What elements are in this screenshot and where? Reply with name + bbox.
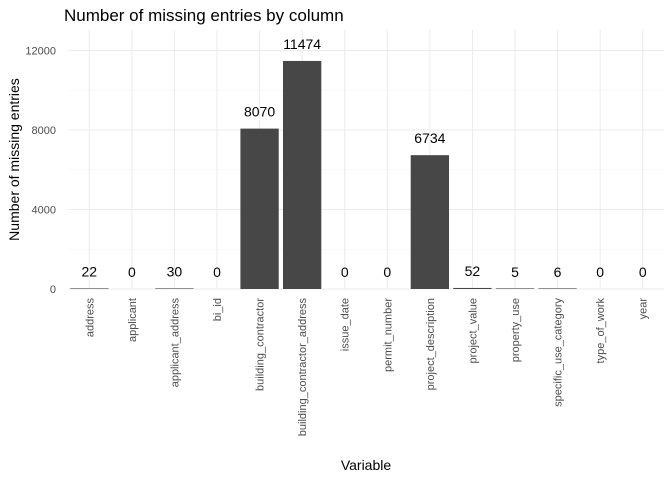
bar-project-value [453,287,492,289]
data-label: 8070 [244,104,275,120]
data-label: 5 [511,264,519,280]
data-label: 6734 [414,130,445,146]
data-label: 0 [128,264,136,280]
bar-labels: 22 0 30 0 8070 11474 0 0 6734 52 5 6 0 0 [81,36,646,280]
data-label: 52 [465,263,481,279]
bar-building-contractor [240,128,279,289]
bar-specific-use-category [538,288,577,289]
y-axis-title: Number of missing entries [6,78,22,241]
x-tick-label: applicant [127,298,139,342]
data-label: 30 [167,263,183,279]
x-tick-label: project_description [425,298,437,390]
y-tick-label: 0 [50,284,56,296]
x-tick-label: type_of_work [595,298,607,364]
data-label: 0 [383,264,391,280]
data-label: 0 [596,264,604,280]
x-tick-label: building_contractor [255,298,267,391]
grid-lines [68,30,664,290]
x-tick-label: address [84,298,96,338]
y-tick-label: 8000 [32,125,56,137]
x-tick-label: specific_use_category [553,298,565,407]
bar-building-contractor-address [282,60,322,289]
data-label: 0 [213,264,221,280]
bars [70,60,577,289]
data-label: 0 [639,264,647,280]
data-label: 22 [81,264,97,280]
x-tick-label: permit_number [382,298,394,372]
x-tick-label: building_contractor_address [297,298,309,437]
data-label: 11474 [283,36,321,52]
data-label: 0 [341,264,349,280]
x-tick-label: applicant_address [169,298,181,388]
x-tick-label: bi_id [212,298,224,321]
chart-title: Number of missing entries by column [64,6,344,25]
x-tick-label: issue_date [340,298,352,351]
data-label: 6 [554,264,562,280]
x-tick-label: project_value [467,298,479,363]
x-tick-label: year [638,298,650,320]
x-axis-title: Variable [341,457,392,473]
x-tick-label: property_use [510,298,522,362]
y-tick-label: 4000 [32,205,56,217]
y-axis-ticks: 0 4000 8000 12000 [25,46,56,297]
bar-project-description [410,155,450,289]
x-axis-ticks: address applicant applicant_address bi_id bu… [84,298,649,437]
bar-address [70,288,109,289]
y-tick-label: 12000 [25,46,56,58]
bar-applicant-address [155,288,194,289]
bar-property-use [495,288,535,289]
